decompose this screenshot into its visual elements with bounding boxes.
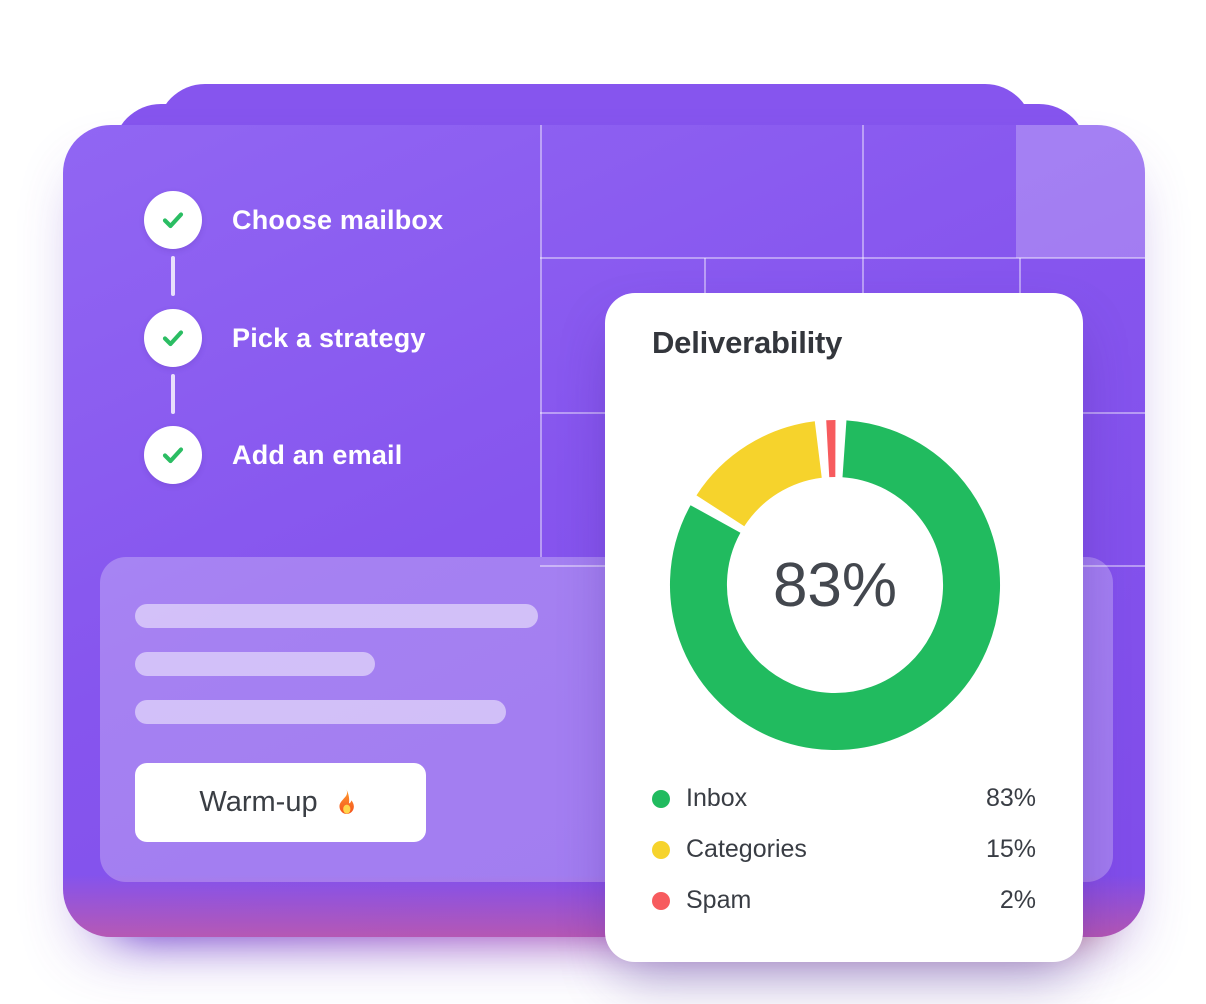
legend-value: 2% [999, 886, 1036, 914]
legend-label: Categories [686, 835, 807, 863]
deliverability-card: Deliverability 83% Inbox 83% Categories … [605, 293, 1083, 962]
legend-dot-spam [652, 891, 670, 910]
checklist-step-choose-mailbox: Choose mailbox [144, 191, 443, 249]
legend-row-spam: Spam 2% [652, 883, 1036, 918]
legend-value: 83% [985, 784, 1036, 812]
grid-line-vertical [540, 125, 542, 557]
skeleton-bar [135, 700, 506, 724]
checklist-label: Add an email [232, 439, 403, 470]
check-icon [162, 330, 184, 347]
deliverability-donut-chart: 83% [668, 418, 1002, 752]
legend-dot-categories [652, 840, 670, 859]
legend-row-inbox: Inbox 83% [652, 781, 1036, 816]
skeleton-bar [135, 604, 538, 628]
checklist-label: Choose mailbox [232, 204, 444, 235]
step-connector [171, 256, 175, 296]
step-connector [171, 374, 175, 414]
fire-icon [339, 788, 354, 814]
check-icon [162, 447, 184, 464]
card-title: Deliverability [652, 325, 843, 360]
skeleton-bar [135, 652, 375, 676]
warm-up-button-label: Warm-up [199, 786, 318, 818]
step-check-circle [144, 309, 202, 367]
donut-chart-svg [669, 419, 1001, 751]
donut-segment-inbox [669, 419, 1001, 751]
checklist-step-add-email: Add an email [144, 426, 402, 484]
grid-line-horizontal [540, 257, 1145, 259]
step-check-circle [144, 426, 202, 484]
step-check-circle [144, 191, 202, 249]
donut-center-value: 83% [772, 550, 898, 620]
warm-up-button[interactable]: Warm-up [135, 763, 426, 842]
check-icon [162, 212, 184, 229]
legend-label: Inbox [686, 784, 748, 812]
legend-row-categories: Categories 15% [652, 832, 1036, 867]
chart-legend: Inbox 83% Categories 15% Spam 2% [652, 781, 1036, 918]
grid-highlight-cell [1016, 125, 1145, 258]
checklist-label: Pick a strategy [232, 322, 426, 353]
checklist-step-pick-strategy: Pick a strategy [144, 309, 426, 367]
legend-value: 15% [985, 835, 1036, 863]
legend-label: Spam [686, 886, 752, 914]
legend-dot-inbox [652, 789, 670, 808]
